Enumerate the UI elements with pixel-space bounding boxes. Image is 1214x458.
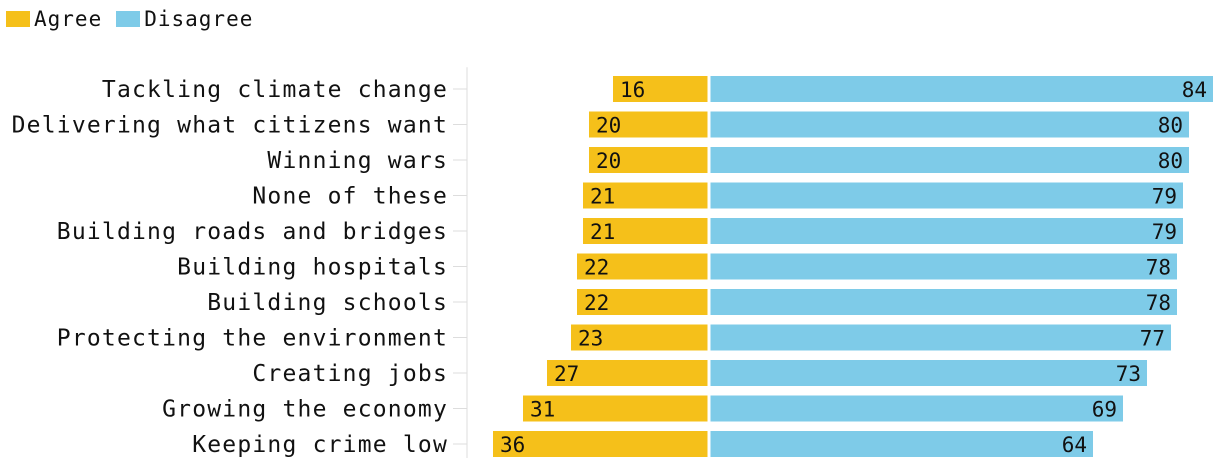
category-label: Creating jobs [252, 361, 448, 387]
agree-value-label: 22 [584, 256, 609, 280]
disagree-value-label: 79 [1152, 220, 1177, 244]
category-label: Growing the economy [162, 397, 448, 423]
disagree-bar [710, 76, 1213, 102]
agree-bar [523, 395, 708, 422]
category-label: Building schools [207, 290, 448, 316]
disagree-value-label: 69 [1092, 398, 1117, 422]
category-label: Building roads and bridges [57, 219, 448, 245]
agree-value-label: 23 [578, 327, 603, 351]
agree-value-label: 20 [596, 149, 621, 173]
category-label: Delivering what citizens want [12, 113, 448, 139]
agree-bar [589, 147, 708, 173]
disagree-bar [710, 395, 1123, 422]
agree-value-label: 22 [584, 291, 609, 315]
disagree-value-label: 64 [1062, 433, 1087, 457]
agree-bar [547, 360, 708, 386]
agree-bar [571, 324, 708, 351]
disagree-bar [710, 182, 1183, 209]
category-label: Keeping crime low [192, 432, 448, 458]
category-label: Winning wars [267, 148, 448, 174]
disagree-value-label: 84 [1182, 78, 1207, 102]
disagree-value-label: 80 [1158, 149, 1183, 173]
disagree-bar [710, 111, 1189, 138]
category-label: Protecting the environment [57, 326, 448, 352]
legend-disagree-label: Disagree [144, 7, 254, 31]
disagree-value-label: 80 [1158, 114, 1183, 138]
agree-bar [493, 431, 708, 457]
disagree-bar [710, 289, 1177, 315]
agree-value-label: 36 [500, 433, 525, 457]
disagree-value-label: 78 [1146, 256, 1171, 280]
agree-value-label: 16 [620, 78, 645, 102]
category-label: Building hospitals [177, 255, 448, 281]
legend-item-agree[interactable]: Agree [6, 7, 102, 31]
disagree-value-label: 73 [1116, 362, 1141, 386]
disagree-bar [710, 360, 1147, 386]
disagree-bar [710, 324, 1171, 351]
disagree-bar [710, 147, 1189, 173]
category-label: Tackling climate change [102, 77, 448, 103]
disagree-bar [710, 253, 1177, 280]
disagree-bar [710, 218, 1183, 244]
disagree-bar [710, 431, 1093, 457]
agree-bar [577, 253, 708, 280]
legend-agree-label: Agree [34, 7, 103, 31]
agree-value-label: 20 [596, 114, 621, 138]
agree-bar [589, 111, 708, 138]
agree-bar [583, 182, 708, 209]
agree-value-label: 31 [530, 398, 555, 422]
agree-value-label: 21 [590, 220, 615, 244]
agree-bar [613, 76, 708, 102]
disagree-value-label: 77 [1140, 327, 1165, 351]
disagree-value-label: 79 [1152, 185, 1177, 209]
agree-swatch-icon [6, 11, 30, 27]
agree-bar [583, 218, 708, 244]
agree-value-label: 27 [554, 362, 579, 386]
category-label: None of these [252, 184, 448, 210]
legend-item-disagree[interactable]: Disagree [116, 7, 253, 31]
agree-bar [577, 289, 708, 315]
disagree-swatch-icon [116, 11, 141, 27]
disagree-value-label: 78 [1146, 291, 1171, 315]
legend: Agree Disagree [6, 6, 267, 32]
agree-value-label: 21 [590, 185, 615, 209]
